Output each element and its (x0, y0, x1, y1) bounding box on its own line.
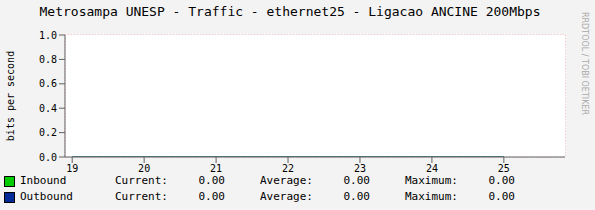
html-text:0.00: 0.00 (343, 190, 370, 203)
svg-text:19: 19 (66, 163, 78, 174)
html-text:Outbound: Outbound (20, 190, 73, 203)
svg-text:21: 21 (210, 163, 222, 174)
html-text:Inbound: Inbound (20, 174, 67, 187)
html-text:0.00: 0.00 (198, 174, 225, 187)
html-text:Maximum:: Maximum: (405, 190, 458, 203)
html-text:Average:: Average: (260, 174, 313, 187)
html-text:0.00: 0.00 (488, 190, 515, 203)
html-text:0.00: 0.00 (343, 174, 370, 187)
svg-text:23: 23 (354, 163, 366, 174)
svg-text:1.0: 1.0 (39, 30, 57, 41)
svg-text:0.6: 0.6 (39, 78, 57, 89)
svg-text:0.2: 0.2 (39, 127, 57, 138)
svg-text:22: 22 (282, 163, 294, 174)
svg-text:bits per second: bits per second (8, 51, 16, 141)
html-text:Current:: Current: (115, 174, 168, 187)
html-text:Maximum:: Maximum: (405, 174, 458, 187)
html-text:0.00: 0.00 (198, 190, 225, 203)
svg-text:0.0: 0.0 (39, 152, 57, 163)
html-text:Average:: Average: (260, 190, 313, 203)
svg-text:25: 25 (498, 163, 510, 174)
html-text:Metrosampa UNESP - Traffic - e: Metrosampa UNESP - Traffic - ethernet25 … (39, 4, 541, 19)
svg-text:24: 24 (426, 163, 438, 174)
svg-text:20: 20 (138, 163, 150, 174)
html-text:Current:: Current: (115, 190, 168, 203)
svg-text:0.8: 0.8 (39, 54, 57, 65)
html-text:0.00: 0.00 (488, 174, 515, 187)
svg-text:0.4: 0.4 (39, 103, 57, 114)
html-text:RRDTOOL / TOBI OETIKER: RRDTOOL / TOBI OETIKER (580, 12, 589, 115)
